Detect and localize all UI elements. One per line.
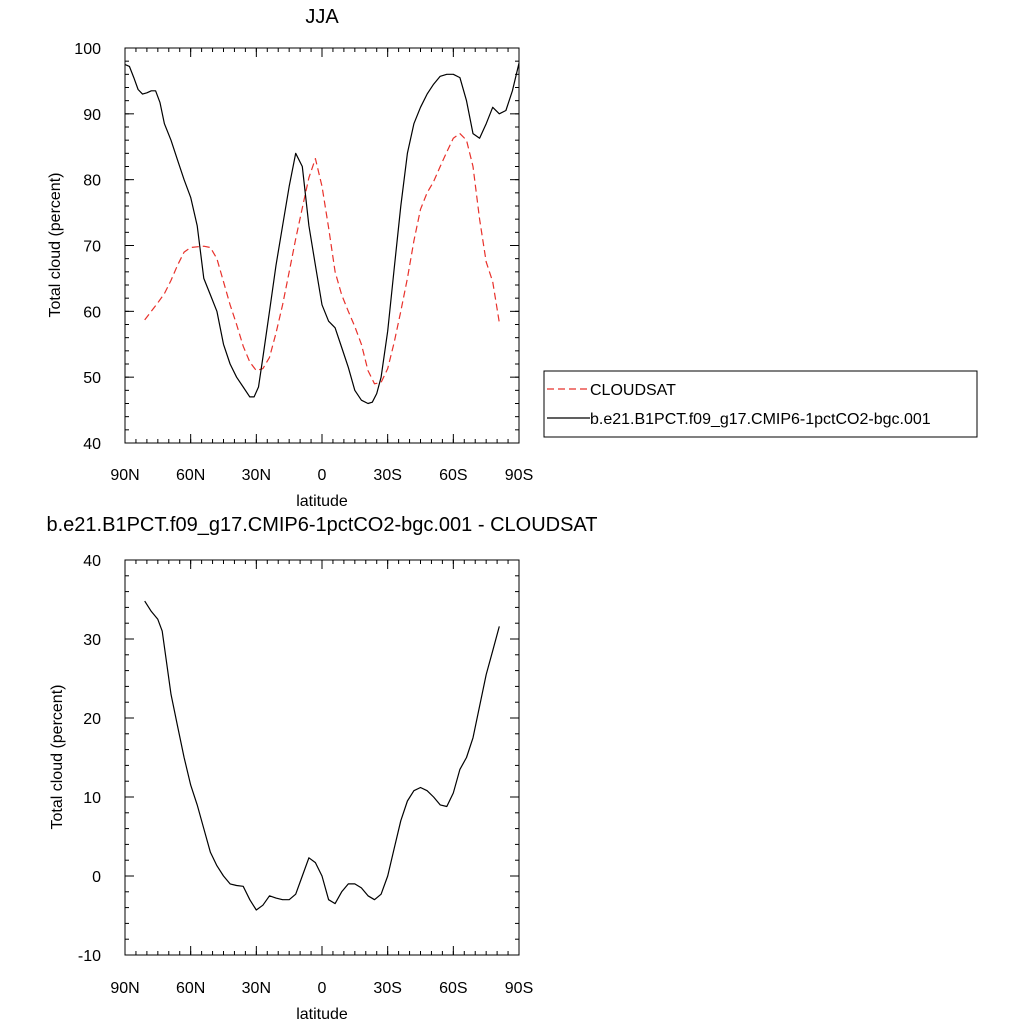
x-tick-label: 60N	[176, 467, 205, 484]
legend-label: b.e21.B1PCT.f09_g17.CMIP6-1pctCO2-bgc.00…	[590, 411, 931, 428]
x-axis-label: latitude	[296, 493, 348, 510]
x-tick-label: 30S	[373, 980, 401, 997]
y-axis-label: Total cloud (percent)	[49, 685, 66, 830]
x-tick-label: 0	[318, 980, 327, 997]
y-axis-label: Total cloud (percent)	[47, 173, 64, 318]
y-tick-label: 80	[83, 173, 101, 190]
y-tick-label: 90	[83, 107, 101, 124]
x-tick-label: 90S	[505, 980, 533, 997]
y-tick-label: -10	[78, 948, 101, 965]
x-tick-label: 0	[318, 467, 327, 484]
x-tick-label: 90S	[505, 467, 533, 484]
x-tick-label: 30N	[242, 467, 271, 484]
y-tick-label: 70	[83, 239, 101, 256]
y-tick-label: 40	[83, 553, 101, 570]
y-tick-label: 20	[83, 711, 101, 728]
x-tick-label: 60S	[439, 980, 467, 997]
x-tick-label: 60S	[439, 467, 467, 484]
y-tick-label: 40	[83, 436, 101, 453]
chart-title: b.e21.B1PCT.f09_g17.CMIP6-1pctCO2-bgc.00…	[47, 514, 598, 536]
x-tick-label: 30S	[373, 467, 401, 484]
y-tick-label: 30	[83, 632, 101, 649]
legend-label: CLOUDSAT	[590, 382, 676, 399]
x-axis-label: latitude	[296, 1006, 348, 1023]
x-tick-label: 90N	[110, 980, 139, 997]
y-tick-label: 50	[83, 370, 101, 387]
series-line-cloudsat	[144, 133, 500, 385]
series-line-difference	[144, 600, 500, 911]
y-tick-label: 10	[83, 790, 101, 807]
y-tick-label: 60	[83, 304, 101, 321]
x-tick-label: 60N	[176, 980, 205, 997]
x-tick-label: 30N	[242, 980, 271, 997]
legend-box	[543, 370, 978, 438]
x-tick-label: 90N	[110, 467, 139, 484]
y-tick-label: 100	[74, 41, 101, 58]
y-tick-label: 0	[92, 869, 101, 886]
chart-title: JJA	[305, 6, 339, 28]
plot-frame	[124, 47, 520, 444]
series-line-b-e21-b1pct-f09-g17-cmip6-1pctco2-bgc-001	[124, 62, 520, 405]
